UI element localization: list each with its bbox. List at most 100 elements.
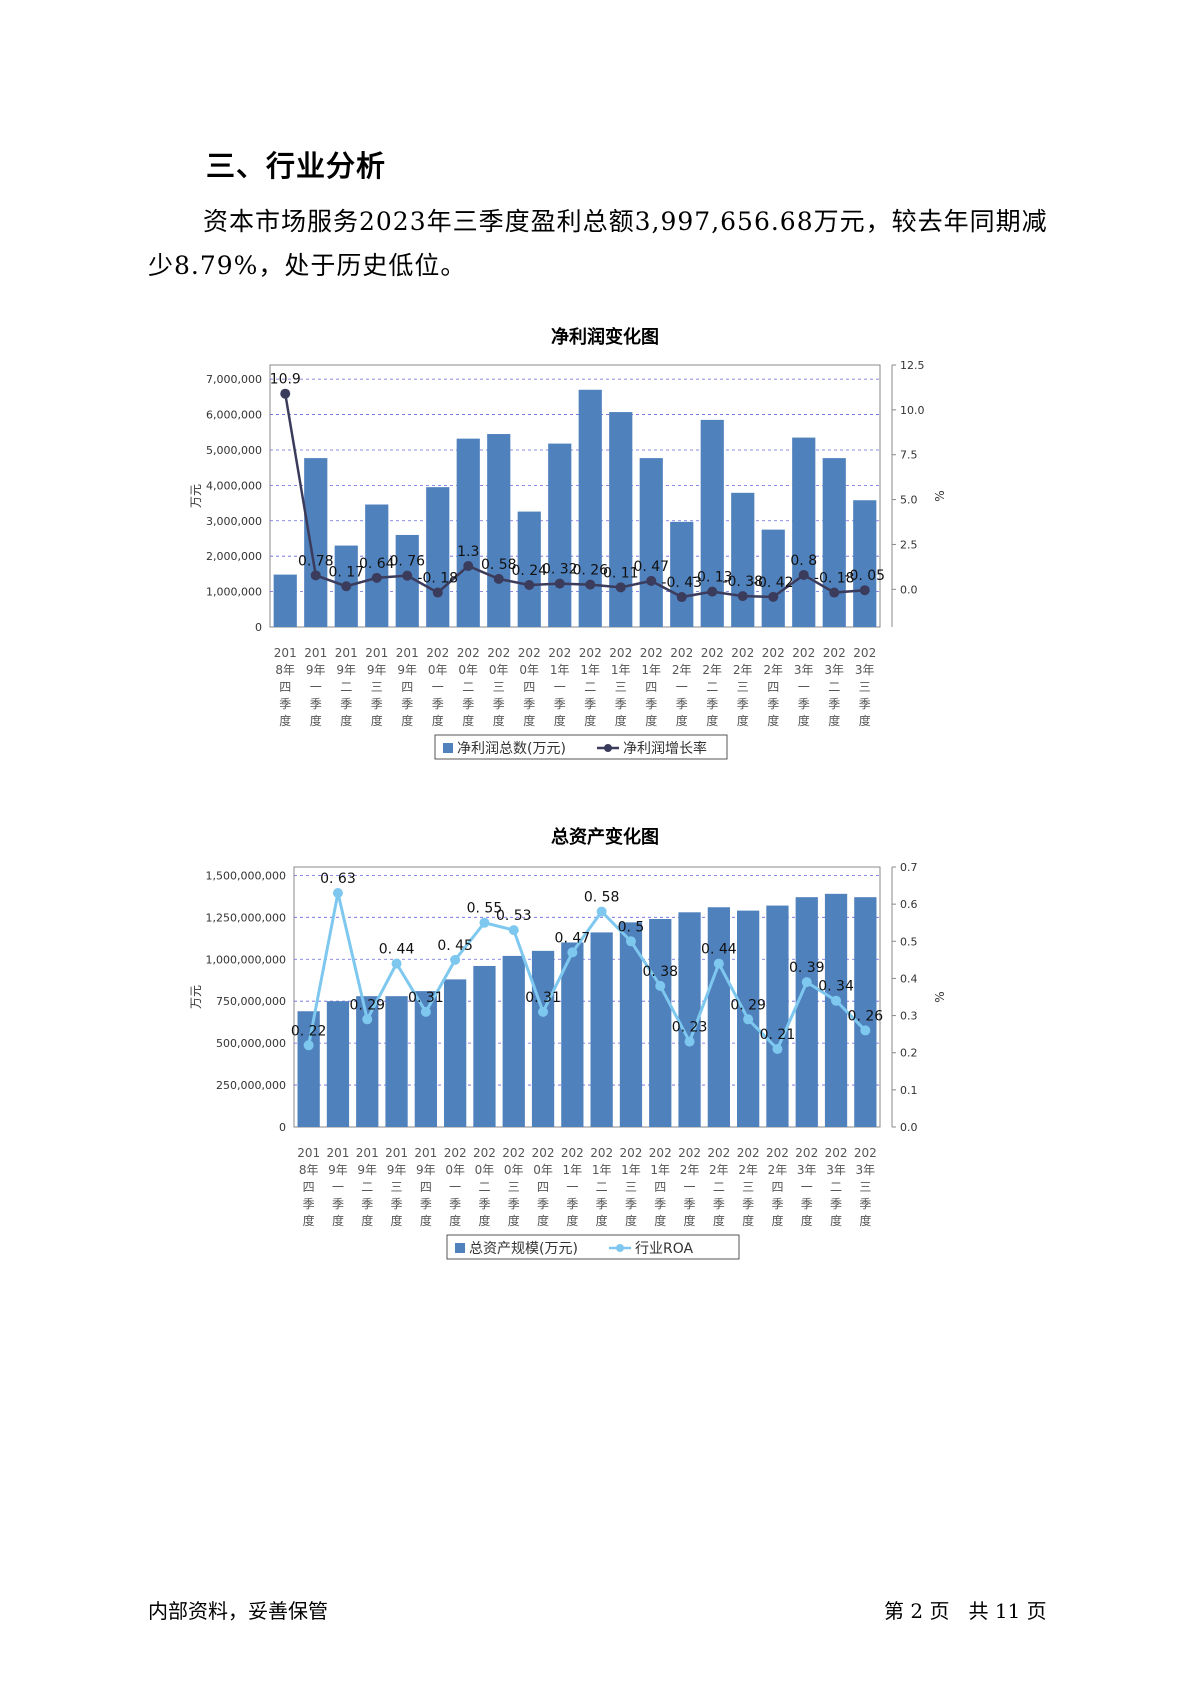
data-label: 0. 24 [511, 563, 547, 579]
line-point [508, 925, 519, 936]
line-point [371, 572, 382, 583]
bar [426, 487, 450, 627]
x-tick-label: 202 0年二季度 [473, 1146, 496, 1228]
y-tick-label: 1,250,000,000 [206, 911, 286, 924]
x-tick-label: 202 0年一季度 [426, 646, 449, 728]
line-point [615, 582, 626, 593]
x-tick-label: 202 2年四季度 [766, 1146, 789, 1228]
y2-tick-label: 0.2 [900, 1047, 918, 1060]
y2-tick-label: 0.4 [900, 972, 918, 985]
bar [531, 950, 555, 1127]
data-label: 0. 58 [481, 557, 517, 573]
x-tick-label: 201 9年三季度 [385, 1146, 408, 1228]
data-label: 0. 47 [633, 559, 669, 575]
x-tick-label: 202 0年一季度 [444, 1146, 467, 1228]
bar [731, 492, 755, 627]
bar [761, 529, 785, 627]
bar [561, 942, 584, 1127]
data-label: 0. 34 [818, 979, 854, 995]
data-label: -0. 18 [814, 571, 855, 587]
line-point [362, 1014, 373, 1025]
x-tick-label: 202 1年二季度 [590, 1146, 613, 1228]
bar [619, 922, 643, 1127]
x-tick-label: 201 8年四季度 [297, 1146, 320, 1228]
x-tick-label: 202 3年二季度 [825, 1146, 848, 1228]
data-label: 0. 23 [672, 1020, 708, 1036]
legend-line-label: 净利润增长率 [623, 740, 707, 757]
y-tick-label: 0 [279, 1121, 286, 1134]
line-point [479, 917, 490, 928]
line-point [713, 958, 724, 969]
x-tick-label: 202 0年四季度 [532, 1146, 555, 1228]
x-tick-label: 202 0年三季度 [502, 1146, 525, 1228]
line-point [768, 591, 779, 602]
bar [273, 574, 297, 627]
line-point [524, 580, 535, 591]
data-label: 0. 21 [760, 1027, 796, 1043]
net-profit-chart: 0 1,000,000 2,000,000 3,000,000 4,000,000 5,0… [189, 359, 947, 760]
line-point [538, 1006, 549, 1017]
line-point [829, 587, 840, 598]
bar [414, 991, 437, 1127]
footer-page-number: 第 2 页 共 11 页 [884, 1599, 1047, 1623]
line-point [684, 1036, 695, 1047]
y-tick-label: 0 [255, 621, 262, 634]
data-label: 0. 8 [790, 553, 817, 569]
y-tick-label: 750,000,000 [216, 995, 286, 1008]
line-point [402, 570, 413, 581]
y2-tick-label: 2.5 [900, 538, 918, 551]
data-label: -0. 43 [661, 575, 702, 591]
x-tick-label: 202 2年二季度 [701, 646, 724, 728]
y2-tick-label: 7.5 [900, 449, 918, 462]
line-point [420, 1006, 431, 1017]
y-tick-label: 1,500,000,000 [206, 869, 286, 882]
data-label: 0. 29 [730, 997, 766, 1013]
bar [824, 893, 848, 1127]
data-label: 0. 64 [359, 556, 395, 572]
y-tick-label: 5,000,000 [206, 444, 262, 457]
x-tick-label: 201 9年二季度 [356, 1146, 379, 1228]
data-label: 0. 44 [701, 942, 737, 958]
line-point [332, 888, 343, 898]
legend-line-label: 行业ROA [635, 1241, 694, 1257]
y-tick-label: 1,000,000,000 [206, 953, 286, 966]
line-point [391, 958, 402, 969]
y-tick-label: 500,000,000 [216, 1037, 286, 1050]
x-tick-label: 201 9年四季度 [396, 646, 419, 728]
x-tick-label: 202 1年二季度 [579, 646, 602, 728]
legend-bar-label: 总资产规模(万元) [469, 1241, 578, 1257]
bar [385, 996, 408, 1127]
bar [548, 443, 572, 627]
data-label: -0. 13 [692, 570, 733, 586]
bar [766, 905, 789, 1127]
line-point [432, 587, 443, 598]
y2-axis-label: % [933, 490, 947, 501]
bar [670, 521, 694, 627]
x-tick-label: 202 3年一季度 [792, 646, 815, 728]
line-point [831, 995, 842, 1006]
line-point [772, 1044, 783, 1054]
data-label: 0. 78 [298, 553, 334, 569]
x-tick-label: 201 8年四季度 [274, 646, 297, 728]
x-tick-label: 202 3年二季度 [823, 646, 846, 728]
line-point [493, 573, 504, 584]
series-line [284, 393, 865, 599]
data-label: -0. 38 [722, 574, 763, 590]
y-tick-label: 2,000,000 [206, 550, 262, 563]
bar [365, 504, 389, 627]
y2-tick-label: 5.0 [900, 494, 918, 507]
bar [297, 1011, 320, 1127]
line-point [707, 586, 718, 597]
bar [578, 389, 602, 627]
y2-tick-label: 0.0 [900, 1121, 918, 1134]
bar [853, 500, 877, 627]
line-point [859, 585, 870, 596]
line-point [743, 1014, 754, 1025]
line-point [280, 388, 291, 399]
line-point [585, 579, 596, 590]
data-label: 0. 31 [408, 990, 444, 1006]
data-label: 0. 44 [379, 942, 415, 958]
summary-paragraph: 资本市场服务2023年三季度盈利总额3,997,656.68万元，较去年同期减少… [148, 207, 1048, 280]
y2-tick-label: 0.5 [900, 935, 918, 948]
bar [678, 912, 701, 1127]
